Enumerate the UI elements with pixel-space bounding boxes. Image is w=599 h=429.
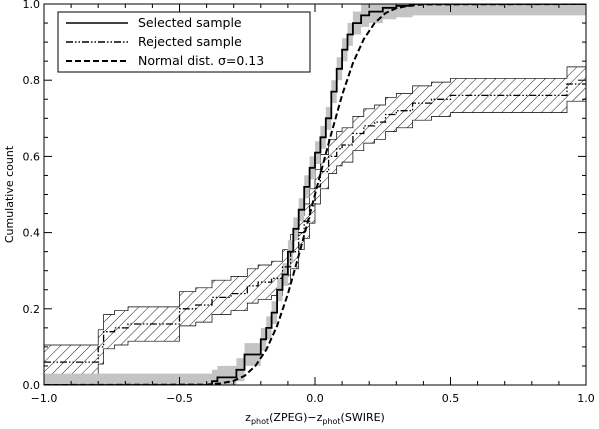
legend: Selected sample Rejected sample Normal d… bbox=[57, 11, 311, 73]
x-tick-label: −1.0 bbox=[31, 392, 58, 405]
selected-sample-line bbox=[44, 4, 586, 385]
y-tick-label: 1.0 bbox=[23, 0, 41, 11]
y-tick-label: 0.0 bbox=[23, 379, 41, 392]
x-axis-label-tail: (SWIRE) bbox=[341, 411, 385, 424]
x-axis-label-sub1: phot bbox=[251, 417, 269, 426]
rejected-sample-band bbox=[44, 66, 586, 380]
normal-dist-line bbox=[44, 4, 586, 385]
y-tick-label: 0.8 bbox=[23, 74, 41, 87]
x-tick-label: 0.5 bbox=[442, 392, 460, 405]
legend-label-rejected: Rejected sample bbox=[138, 34, 242, 49]
rejected-sample-line bbox=[44, 83, 586, 363]
legend-label-selected: Selected sample bbox=[138, 15, 242, 30]
x-axis-label-sub2: phot bbox=[322, 417, 340, 426]
x-tick-label: 1.0 bbox=[577, 392, 595, 405]
y-tick-label: 0.6 bbox=[23, 150, 41, 163]
x-tick-label: −0.5 bbox=[166, 392, 193, 405]
y-tick-label: 0.4 bbox=[23, 227, 41, 240]
x-tick-label: 0.0 bbox=[306, 392, 324, 405]
legend-label-normal: Normal dist. σ=0.13 bbox=[138, 53, 264, 68]
y-axis-label: Cumulative count bbox=[3, 145, 16, 243]
y-tick-label: 0.2 bbox=[23, 303, 41, 316]
x-axis-label-main: z bbox=[245, 411, 251, 424]
x-axis-label: zphot(ZPEG)−zphot(SWIRE) bbox=[245, 411, 385, 426]
x-axis-label-mid: (ZPEG)−z bbox=[269, 411, 322, 424]
